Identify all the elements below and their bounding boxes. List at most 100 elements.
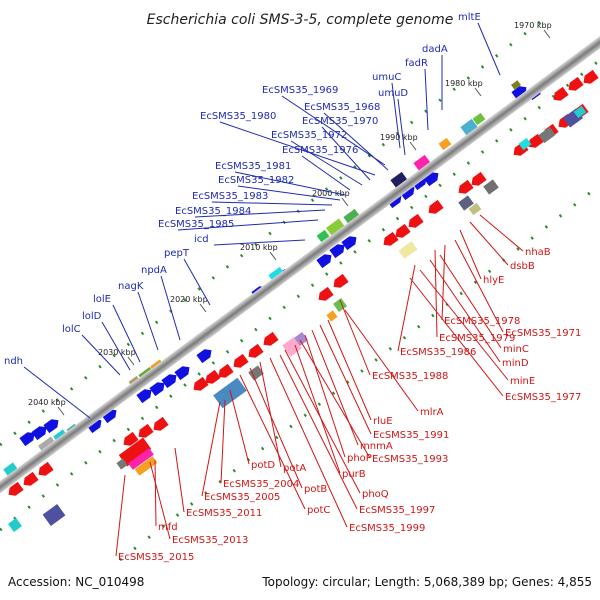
gene-feature-block[interactable] xyxy=(398,241,418,259)
reverse-gene-arrow[interactable] xyxy=(203,369,221,387)
gene-label-forward[interactable]: EcSMS35_1976 xyxy=(282,145,358,156)
gene-label-forward[interactable]: EcSMS35_1972 xyxy=(271,130,347,141)
gene-label-reverse[interactable]: EcSMS35_2005 xyxy=(204,492,280,503)
gene-label-forward[interactable]: ndh xyxy=(4,356,23,367)
forward-gene-arrow[interactable] xyxy=(174,363,192,381)
gene-feature-block[interactable] xyxy=(458,195,474,211)
gene-feature-block[interactable] xyxy=(326,310,338,322)
forward-gene-arrow[interactable] xyxy=(136,386,154,404)
gene-label-reverse[interactable]: EcSMS35_1988 xyxy=(372,371,448,382)
gene-label-forward[interactable]: EcSMS35_1984 xyxy=(175,206,251,217)
gene-label-reverse[interactable]: nhaB xyxy=(525,247,551,258)
gene-label-reverse[interactable]: EcSMS35_2015 xyxy=(118,552,194,563)
gene-label-forward[interactable]: EcSMS35_1981 xyxy=(215,161,291,172)
reverse-gene-arrow[interactable] xyxy=(331,273,349,291)
gene-feature-block[interactable] xyxy=(511,80,521,90)
gene-label-reverse[interactable]: mnmA xyxy=(360,441,393,452)
gene-label-forward[interactable]: dadA xyxy=(422,44,448,55)
reverse-gene-arrow[interactable] xyxy=(581,69,599,87)
reverse-gene-arrow[interactable] xyxy=(151,416,169,434)
gene-label-reverse[interactable]: dsbB xyxy=(510,261,535,272)
gene-label-reverse[interactable]: potB xyxy=(304,484,327,495)
forward-gene-arrow[interactable] xyxy=(511,83,529,101)
gene-label-reverse[interactable]: rluE xyxy=(373,416,393,427)
gene-label-reverse[interactable]: EcSMS35_1978 xyxy=(444,316,520,327)
reverse-gene-arrow[interactable] xyxy=(6,481,24,499)
gene-label-reverse[interactable]: EcSMS35_2004 xyxy=(223,479,299,490)
reverse-gene-arrow[interactable] xyxy=(456,179,474,197)
gene-feature-block[interactable] xyxy=(42,504,66,526)
gene-label-forward[interactable]: nagK xyxy=(118,281,144,292)
gene-label-forward[interactable]: lolC xyxy=(62,324,81,335)
forward-gene-arrow[interactable] xyxy=(161,371,179,389)
reverse-gene-arrow[interactable] xyxy=(231,353,249,371)
gene-label-forward[interactable]: EcSMS35_1980 xyxy=(200,111,276,122)
reverse-gene-arrow[interactable] xyxy=(191,376,209,394)
gene-label-forward[interactable]: lolD xyxy=(82,311,102,322)
gene-label-reverse[interactable]: minD xyxy=(502,358,529,369)
gene-label-forward[interactable]: EcSMS35_1968 xyxy=(304,102,380,113)
gene-feature-block[interactable] xyxy=(128,448,154,470)
gene-label-forward[interactable]: lolE xyxy=(93,294,111,305)
gene-label-forward[interactable]: EcSMS35_1970 xyxy=(302,116,378,127)
reverse-gene-arrow[interactable] xyxy=(551,86,569,104)
gene-label-forward[interactable]: EcSMS35_1969 xyxy=(262,85,338,96)
reverse-gene-arrow[interactable] xyxy=(381,231,399,249)
gene-label-forward[interactable]: pepT xyxy=(164,248,190,259)
forward-gene-arrow[interactable] xyxy=(43,416,61,434)
forward-gene-arrow[interactable] xyxy=(31,423,49,441)
reverse-gene-arrow[interactable] xyxy=(406,213,424,231)
gene-feature-block[interactable] xyxy=(438,137,452,151)
forward-gene-arrow[interactable] xyxy=(196,346,214,364)
gene-label-reverse[interactable]: potC xyxy=(307,505,330,516)
gene-feature-block[interactable] xyxy=(538,126,556,144)
gene-feature-block[interactable] xyxy=(294,332,308,346)
reverse-gene-arrow[interactable] xyxy=(426,199,444,217)
gene-label-reverse[interactable]: phoQ xyxy=(362,489,389,500)
gene-feature-block[interactable] xyxy=(213,377,247,409)
gene-label-reverse[interactable]: potA xyxy=(283,463,306,474)
reverse-gene-arrow[interactable] xyxy=(216,363,234,381)
gene-feature-block[interactable] xyxy=(116,458,128,470)
reverse-gene-arrow[interactable] xyxy=(393,223,411,241)
forward-gene-arrow[interactable] xyxy=(19,429,37,447)
gene-feature-block[interactable] xyxy=(343,208,361,226)
gene-feature-block[interactable] xyxy=(3,462,19,478)
gene-feature-block[interactable] xyxy=(472,112,486,126)
gene-feature-block[interactable] xyxy=(468,202,482,216)
forward-gene-arrow[interactable] xyxy=(341,233,359,251)
gene-label-forward[interactable]: fadR xyxy=(405,58,428,69)
gene-label-reverse[interactable]: mlrA xyxy=(420,407,444,418)
gene-label-forward[interactable]: EcSMS35_1982 xyxy=(218,175,294,186)
gene-label-reverse[interactable]: EcSMS35_1997 xyxy=(359,505,435,516)
gene-feature-block[interactable] xyxy=(483,179,499,195)
gene-label-forward[interactable]: umuD xyxy=(378,88,408,99)
gene-feature-block[interactable] xyxy=(118,437,152,467)
gene-feature-block[interactable] xyxy=(326,218,346,238)
gene-feature-block[interactable] xyxy=(316,229,330,243)
gene-label-reverse[interactable]: purB xyxy=(342,469,366,480)
gene-label-reverse[interactable]: EcSMS35_2011 xyxy=(186,508,262,519)
forward-gene-arrow[interactable] xyxy=(316,251,334,269)
gene-label-reverse[interactable]: EcSMS35_1993 xyxy=(372,454,448,465)
gene-feature-block[interactable] xyxy=(460,118,478,136)
gene-label-forward[interactable]: EcSMS35_1983 xyxy=(192,191,268,202)
gene-label-forward[interactable]: npdA xyxy=(141,265,167,276)
forward-gene-arrow[interactable] xyxy=(149,379,167,397)
gene-label-reverse[interactable]: EcSMS35_1991 xyxy=(373,430,449,441)
gene-label-reverse[interactable]: EcSMS35_1979 xyxy=(439,333,515,344)
reverse-gene-arrow[interactable] xyxy=(261,331,279,349)
gene-label-reverse[interactable]: hlyE xyxy=(483,275,504,286)
gene-feature-block[interactable] xyxy=(518,137,532,151)
reverse-gene-arrow[interactable] xyxy=(469,171,487,189)
forward-gene-arrow[interactable] xyxy=(329,241,347,259)
reverse-gene-arrow[interactable] xyxy=(136,423,154,441)
reverse-gene-arrow[interactable] xyxy=(526,133,544,151)
gene-feature-block[interactable] xyxy=(573,105,587,119)
gene-label-reverse[interactable]: minE xyxy=(510,376,535,387)
gene-label-reverse[interactable]: mfd xyxy=(158,522,178,533)
gene-feature-block[interactable] xyxy=(282,337,302,357)
reverse-gene-arrow[interactable] xyxy=(316,286,334,304)
gene-feature-block[interactable] xyxy=(248,365,264,381)
reverse-gene-arrow[interactable] xyxy=(566,76,584,94)
